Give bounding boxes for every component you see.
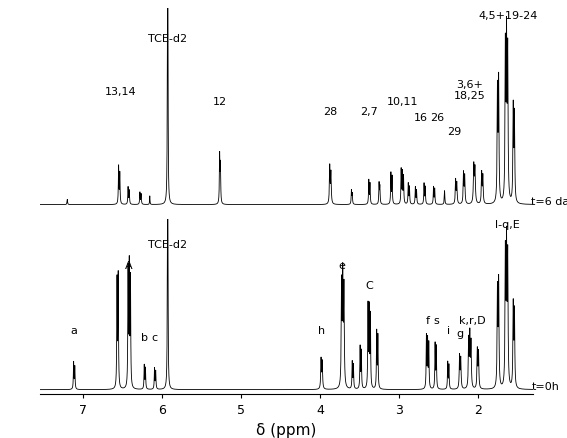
Text: 28: 28	[323, 107, 337, 117]
Text: k,r,D: k,r,D	[459, 315, 485, 325]
Text: s: s	[434, 315, 439, 325]
Text: 3,6+
18,25: 3,6+ 18,25	[454, 80, 486, 101]
Text: TCE-d2: TCE-d2	[148, 240, 187, 250]
Text: 10,11: 10,11	[387, 97, 418, 107]
Text: e: e	[338, 260, 345, 270]
Text: 4,5+19-24: 4,5+19-24	[478, 11, 538, 21]
Text: g: g	[457, 328, 464, 339]
Text: b: b	[141, 332, 148, 342]
Text: i: i	[447, 325, 450, 335]
Text: 2,7: 2,7	[360, 107, 378, 117]
Text: t=0h: t=0h	[531, 381, 559, 391]
Text: 16: 16	[414, 113, 428, 123]
Text: A: A	[125, 260, 133, 270]
Text: TCE-d2: TCE-d2	[148, 34, 187, 44]
Text: f: f	[426, 315, 430, 325]
Text: C: C	[365, 281, 373, 291]
Text: 29: 29	[447, 127, 461, 136]
Text: h: h	[318, 325, 325, 335]
Text: 13,14: 13,14	[105, 87, 137, 97]
Text: 12: 12	[213, 97, 227, 107]
Text: a: a	[70, 325, 77, 335]
Text: 26: 26	[430, 113, 444, 123]
Text: t=6 days: t=6 days	[531, 197, 567, 207]
Text: c: c	[152, 332, 158, 342]
X-axis label: δ (ppm): δ (ppm)	[256, 422, 316, 437]
Text: l-q,E: l-q,E	[496, 219, 520, 229]
